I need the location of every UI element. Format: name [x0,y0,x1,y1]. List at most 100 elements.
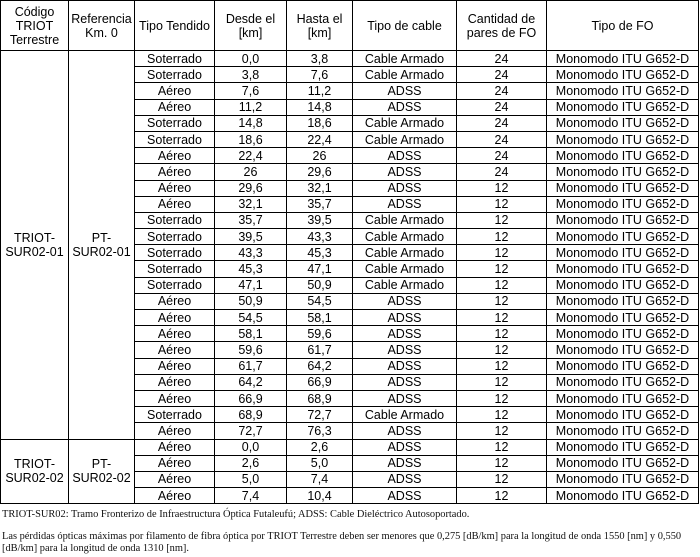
to-km: 26 [286,147,353,165]
header-cell: Tipo de FO [546,0,699,51]
laying-type: Aéreo [134,82,215,100]
header-cell: Código TRIOT Terrestre [0,0,69,51]
cable-type: Cable Armado [352,211,457,230]
cable-type: ADSS [352,147,457,165]
laying-type: Soterrado [134,228,215,246]
from-km: 58,1 [214,325,287,343]
laying-type: Aéreo [134,454,215,472]
from-km: 29,6 [214,179,287,197]
laying-type: Soterrado [134,276,215,294]
fiber-type: Monomodo ITU G652-D [546,147,699,165]
laying-type: Aéreo [134,163,215,181]
from-km: 22,4 [214,147,287,165]
cable-type: ADSS [352,357,457,375]
cable-type: ADSS [352,341,457,359]
cable-type: ADSS [352,470,457,489]
table-row: Aéreo 7,4 10,4 ADSS 12 Monomodo ITU G652-D [1,487,699,505]
cable-type: ADSS [352,454,457,472]
laying-type: Soterrado [134,211,215,230]
cable-type: ADSS [352,195,457,213]
to-km: 22,4 [286,130,353,149]
laying-type: Aéreo [134,470,215,489]
fiber-pairs: 24 [456,163,547,181]
to-km: 54,5 [286,292,353,311]
fiber-pairs: 12 [456,373,547,391]
header-cell: Cantidad de pares de FO [456,0,547,51]
table-row: Soterrado 3,8 7,6 Cable Armado 24 Monomodo IT… [1,66,699,84]
fiber-pairs: 12 [456,325,547,343]
fiber-type: Monomodo ITU G652-D [546,357,699,375]
fiber-pairs: 12 [456,487,547,505]
cable-type: ADSS [352,308,457,327]
fiber-pairs: 12 [456,406,547,424]
to-km: 50,9 [286,276,353,294]
laying-type: Soterrado [134,244,215,262]
km0-reference: PT-SUR02-01 [68,50,135,440]
fiber-pairs: 12 [456,341,547,359]
header-cell: Tipo de cable [352,0,457,51]
to-km: 10,4 [286,487,353,505]
fiber-type: Monomodo ITU G652-D [546,228,699,246]
cable-type: ADSS [352,389,457,408]
fiber-type: Monomodo ITU G652-D [546,66,699,84]
table-row: Aéreo 61,7 64,2 ADSS 12 Monomodo ITU G652-D [1,357,699,375]
fiber-type: Monomodo ITU G652-D [546,292,699,311]
to-km: 76,3 [286,422,353,440]
fiber-type: Monomodo ITU G652-D [546,325,699,343]
cable-type: Cable Armado [352,406,457,424]
fiber-pairs: 24 [456,82,547,100]
from-km: 26 [214,163,287,181]
header-cell: Referencia Km. 0 [68,0,135,51]
to-km: 32,1 [286,179,353,197]
table-row: Aéreo 32,1 35,7 ADSS 12 Monomodo ITU G652-D [1,195,699,213]
laying-type: Aéreo [134,292,215,311]
cable-type: Cable Armado [352,244,457,262]
table-row: Soterrado 68,9 72,7 Cable Armado 12 Monomodo … [1,406,699,424]
fiber-pairs: 12 [456,179,547,197]
cable-type: ADSS [352,438,457,456]
laying-type: Aéreo [134,487,215,505]
cable-type: Cable Armado [352,114,457,132]
cable-type: Cable Armado [352,66,457,84]
to-km: 18,6 [286,114,353,132]
from-km: 61,7 [214,357,287,375]
from-km: 64,2 [214,373,287,391]
cable-type: ADSS [352,163,457,181]
table-row: Aéreo 2,6 5,0 ADSS 12 Monomodo ITU G652-D [1,454,699,472]
fiber-pairs: 24 [456,147,547,165]
fiber-type: Monomodo ITU G652-D [546,244,699,262]
table-header: Código TRIOT Terrestre Referencia Km. 0 Ti… [0,0,699,51]
fiber-type: Monomodo ITU G652-D [546,98,699,116]
table-row: Soterrado 35,7 39,5 Cable Armado 12 Monomodo … [1,211,699,230]
from-km: 32,1 [214,195,287,213]
from-km: 43,3 [214,244,287,262]
cable-type: ADSS [352,179,457,197]
to-km: 5,0 [286,454,353,472]
from-km: 7,4 [214,487,287,505]
fiber-pairs: 24 [456,66,547,84]
cable-type: ADSS [352,292,457,311]
from-km: 18,6 [214,130,287,149]
from-km: 0,0 [214,49,287,68]
fiber-type: Monomodo ITU G652-D [546,389,699,408]
fiber-type: Monomodo ITU G652-D [546,163,699,181]
paragraph: Las pérdidas ópticas máximas por filamen… [2,531,682,554]
laying-type: Aéreo [134,98,215,116]
from-km: 66,9 [214,389,287,408]
table-body: TRIOT-SUR02-01 PT-SUR02-01 Soterrado 0,0 3,8… [0,49,699,505]
cable-type: ADSS [352,82,457,100]
fiber-type: Monomodo ITU G652-D [546,195,699,213]
fiber-pairs: 12 [456,470,547,489]
laying-type: Aéreo [134,341,215,359]
from-km: 50,9 [214,292,287,311]
laying-type: Aéreo [134,389,215,408]
laying-type: Soterrado [134,406,215,424]
fiber-pairs: 24 [456,114,547,132]
cable-type: Cable Armado [352,276,457,294]
fiber-type: Monomodo ITU G652-D [546,406,699,424]
from-km: 59,6 [214,341,287,359]
cable-type: Cable Armado [352,130,457,149]
km0-reference: PT-SUR02-02 [68,438,135,505]
fiber-pairs: 12 [456,357,547,375]
laying-type: Aéreo [134,195,215,213]
